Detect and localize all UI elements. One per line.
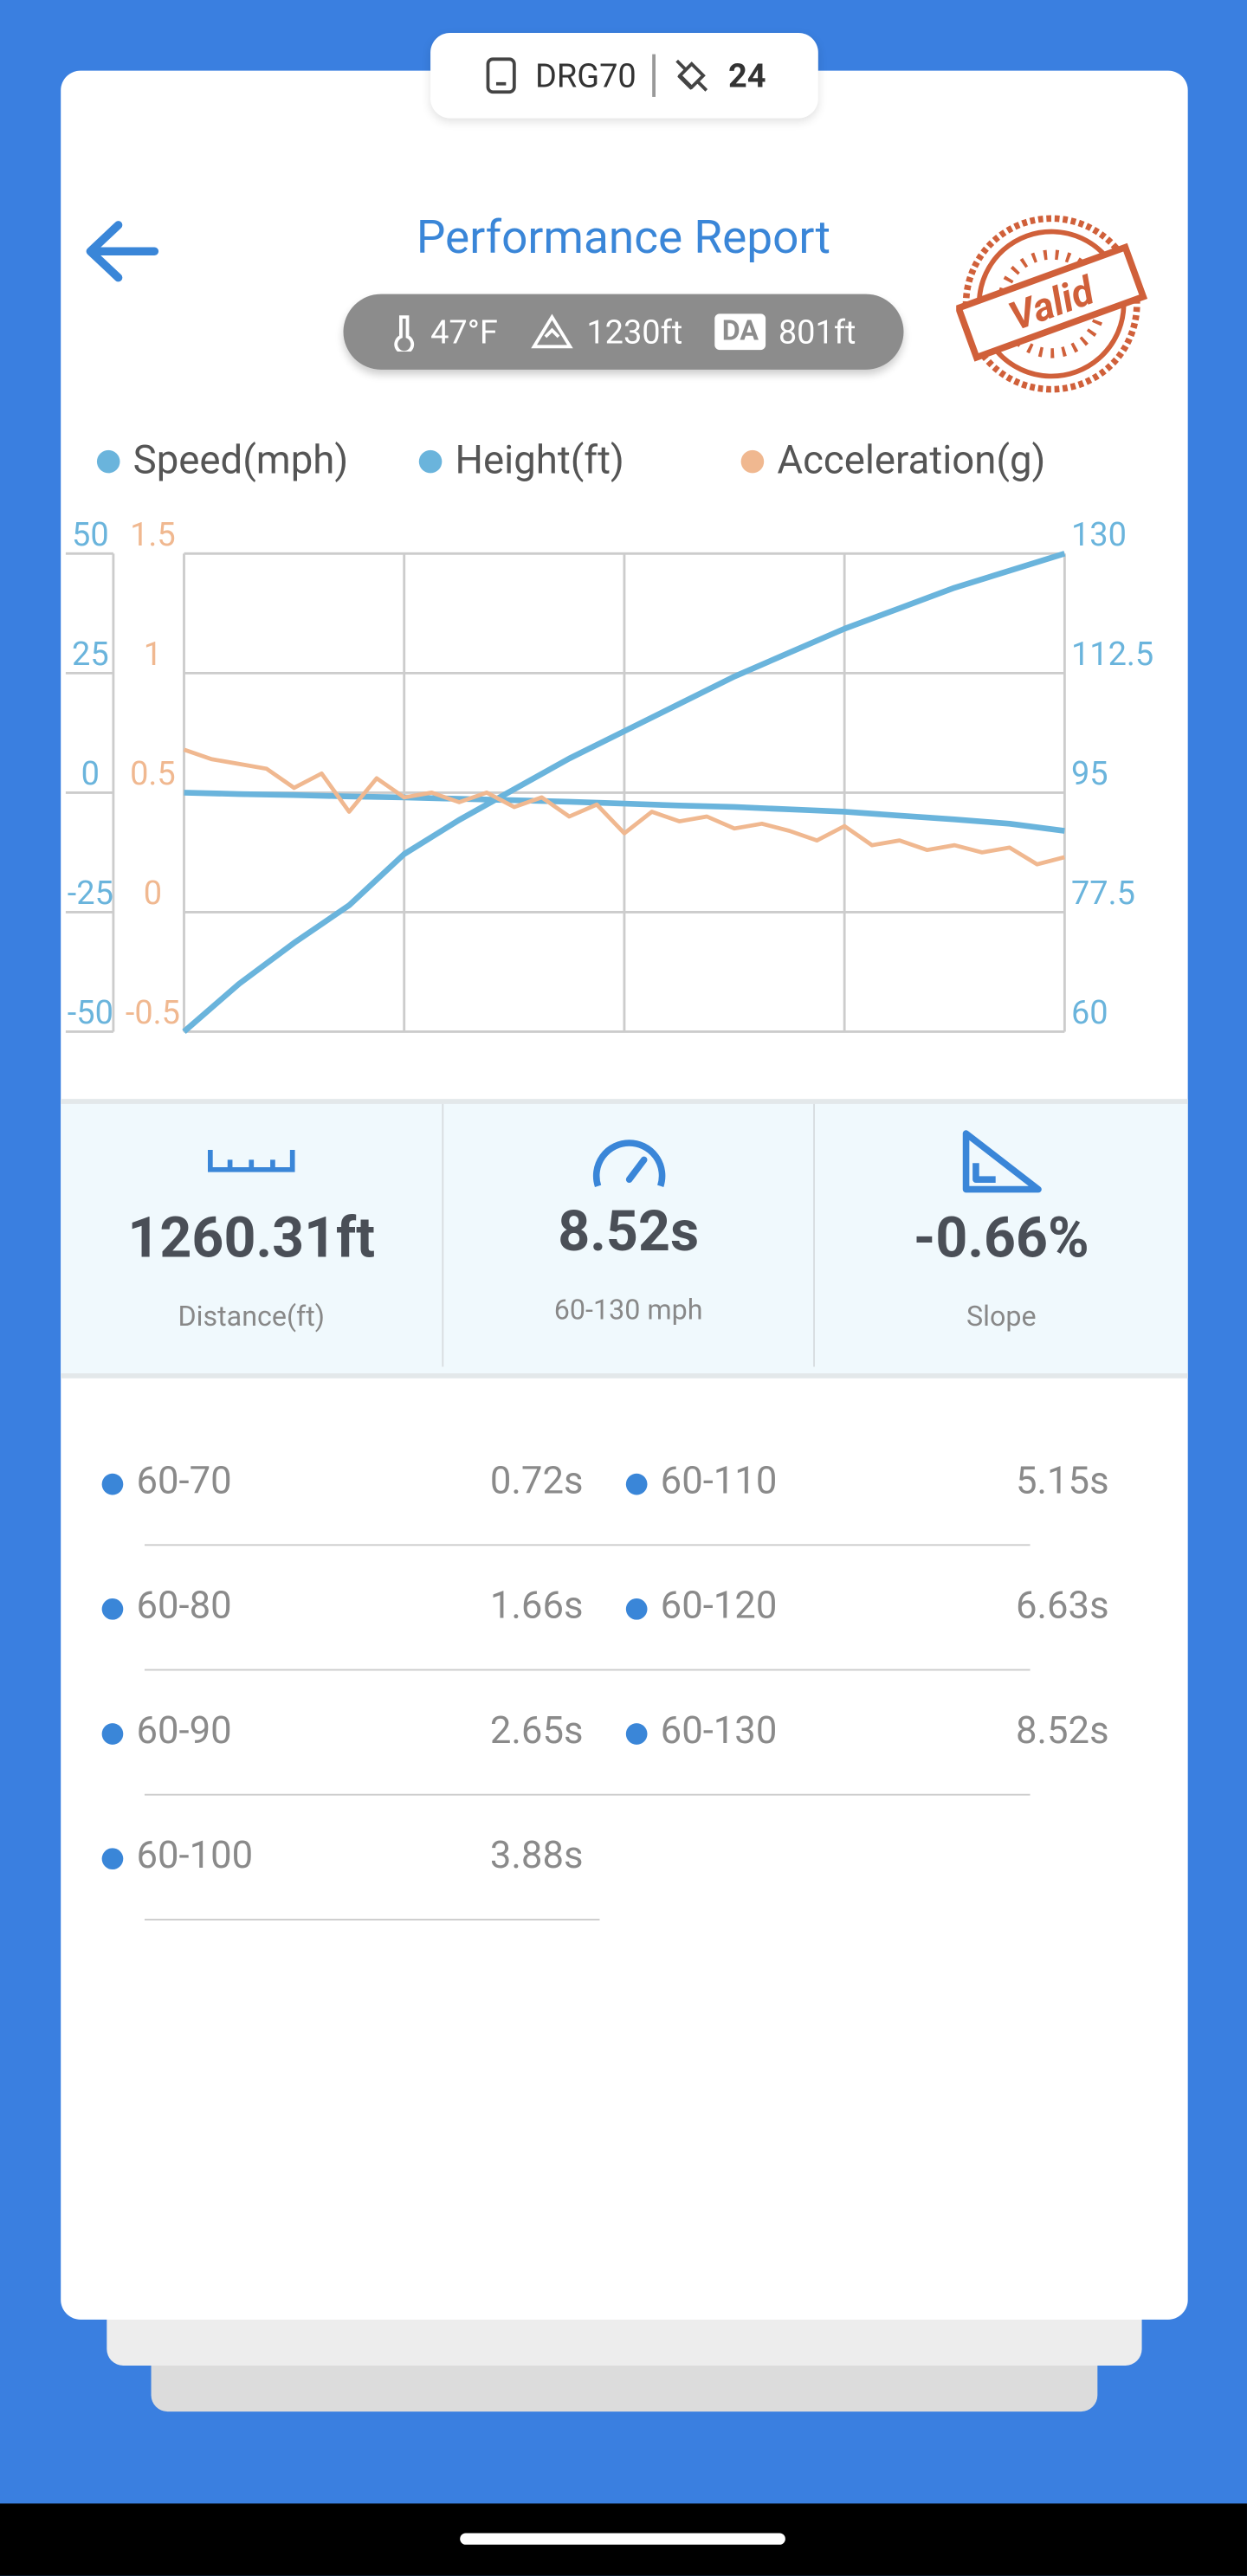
stats-panel: 1260.31ft Distance(ft) 8.52s 60-130 mph … (61, 1099, 1188, 1378)
temperature: 47°F (430, 312, 498, 352)
split-marker (101, 1848, 124, 1870)
gauge-icon (592, 1140, 666, 1187)
device-icon (486, 57, 516, 94)
stat-time: 8.52s 60-130 mph (443, 1104, 813, 1373)
series-line (183, 747, 1065, 867)
split-label: 60-90 (136, 1708, 232, 1753)
stat-label: Distance(ft) (178, 1301, 326, 1334)
stat-label: Slope (966, 1301, 1037, 1334)
split-label: 60-130 (660, 1708, 778, 1753)
split-label: 60-110 (660, 1458, 778, 1503)
split-marker (625, 1598, 648, 1620)
split-value: 1.66s (489, 1583, 584, 1629)
device-name: DRG70 (534, 55, 636, 96)
tick-label: 0 (144, 875, 162, 913)
stat-slope: -0.66% Slope (815, 1104, 1188, 1373)
legend-label: Acceleration(g) (777, 437, 1045, 483)
split-value: 6.63s (1016, 1583, 1109, 1629)
tick-label: 60 (1071, 994, 1108, 1032)
tick-label: 112.5 (1071, 636, 1153, 674)
satellite-count: 24 (728, 55, 766, 96)
split-label: 60-100 (136, 1833, 254, 1878)
ruler-icon (207, 1150, 295, 1172)
split-value: 0.72s (489, 1458, 584, 1503)
tick-label: 25 (72, 636, 109, 674)
tick-label: 77.5 (1071, 875, 1135, 913)
split-value: 2.65s (489, 1708, 584, 1753)
valid-stamp: Valid (956, 215, 1148, 393)
chart: Speed(mph) Height(ft) Acceleration(g) -50 -2… (65, 437, 1153, 1034)
tick-label: -25 (68, 875, 113, 913)
split-marker (625, 1723, 648, 1745)
series-line (184, 790, 1065, 834)
split-marker (101, 1598, 124, 1620)
split-divider (144, 1544, 1031, 1546)
tick-label: 1.5 (130, 516, 176, 554)
split-divider (144, 1793, 1031, 1796)
split-label: 60-80 (136, 1583, 232, 1629)
split-divider (144, 1918, 600, 1921)
split-marker (101, 1473, 124, 1495)
legend-marker (740, 449, 765, 474)
tick-label: 0.5 (130, 755, 176, 793)
tick-label: -50 (68, 994, 113, 1032)
da-badge: DA (715, 313, 766, 351)
device-pill[interactable]: DRG70 24 (430, 32, 818, 119)
legend-label: Height(ft) (456, 437, 624, 483)
tick-label: 95 (1071, 755, 1108, 793)
series-line (182, 551, 1066, 1034)
tick-label: 50 (72, 516, 109, 554)
split-marker (625, 1473, 648, 1495)
tick-label: 1 (144, 636, 162, 674)
tick-label: -0.5 (126, 994, 180, 1032)
split-label: 60-120 (660, 1583, 778, 1629)
split-divider (144, 1669, 1031, 1671)
stat-value: 8.52s (558, 1198, 700, 1265)
stat-label: 60-130 mph (553, 1294, 703, 1327)
split-marker (101, 1723, 124, 1745)
legend-marker (96, 449, 120, 474)
slope-icon (962, 1130, 1042, 1193)
back-button[interactable] (82, 216, 165, 286)
stat-value: 1260.31ft (127, 1205, 376, 1272)
divider (813, 1103, 816, 1367)
split-value: 5.15s (1016, 1458, 1109, 1503)
split-value: 8.52s (1016, 1708, 1109, 1753)
satellite-icon (675, 59, 708, 92)
mountain-icon (531, 313, 573, 349)
thermometer-icon (394, 315, 415, 352)
split-value: 3.88s (489, 1833, 584, 1878)
stat-value: -0.66% (913, 1205, 1089, 1272)
tick-label: 0 (81, 755, 100, 793)
density-altitude: 801ft (778, 312, 856, 352)
elevation: 1230ft (586, 312, 683, 352)
split-label: 60-70 (136, 1458, 232, 1503)
conditions-pill: 47°F 1230ft DA 801ft (343, 294, 904, 370)
tick-label: 130 (1071, 516, 1127, 554)
page-title: Performance Report (416, 210, 831, 265)
divider (442, 1103, 444, 1367)
legend-marker (418, 449, 443, 474)
home-indicator[interactable] (460, 2533, 785, 2545)
legend-label: Speed(mph) (133, 437, 349, 483)
divider (652, 54, 656, 97)
stat-distance: 1260.31ft Distance(ft) (61, 1104, 442, 1373)
